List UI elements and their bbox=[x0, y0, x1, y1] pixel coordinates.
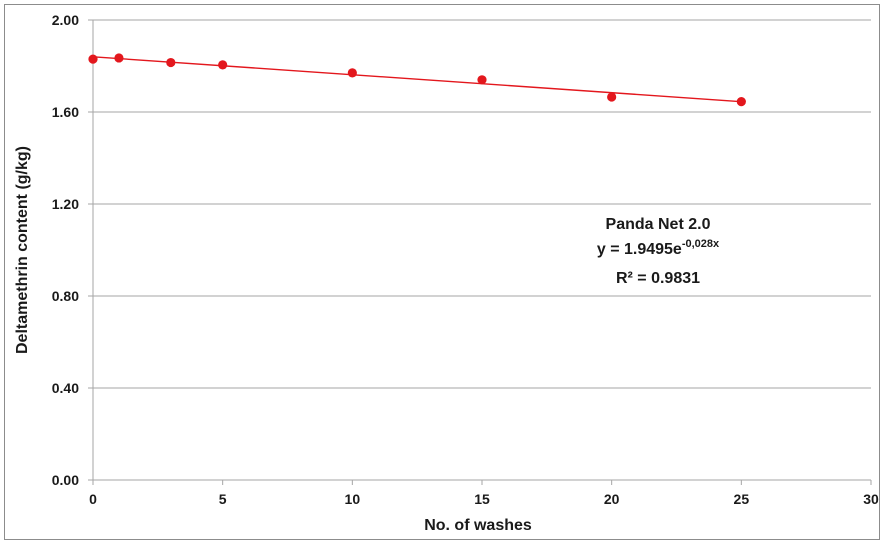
y-tick-label: 0.00 bbox=[52, 472, 79, 488]
gridlines bbox=[93, 19, 871, 389]
data-point bbox=[218, 60, 228, 70]
x-tick-label: 30 bbox=[863, 491, 879, 507]
axes bbox=[92, 20, 871, 481]
y-axis-title: Deltamethrin content (g/kg) bbox=[14, 146, 31, 354]
y-tick-label: 0.40 bbox=[52, 380, 79, 396]
x-tick-label: 5 bbox=[219, 491, 227, 507]
data-point bbox=[477, 75, 487, 85]
trendline-group bbox=[92, 56, 742, 103]
x-tick-label: 20 bbox=[604, 491, 620, 507]
data-point bbox=[736, 97, 746, 107]
equation-annotation: Panda Net 2.0 y = 1.9495e-0,028x R² = 0.… bbox=[597, 216, 720, 287]
y-tick-label: 1.20 bbox=[52, 196, 79, 212]
data-point bbox=[166, 57, 176, 68]
data-points bbox=[88, 53, 746, 107]
equation-exponent: -0,028x bbox=[682, 238, 720, 250]
x-tick-label: 15 bbox=[474, 491, 490, 507]
chart-frame bbox=[4, 4, 880, 540]
series-name-label: Panda Net 2.0 bbox=[606, 216, 711, 233]
y-tick-labels: 0.00 0.40 0.80 1.20 1.60 2.00 bbox=[52, 12, 93, 488]
data-point bbox=[607, 92, 617, 102]
x-tick-label: 25 bbox=[734, 491, 750, 507]
y-tick-label: 0.80 bbox=[52, 288, 79, 304]
r-squared-label: R² = 0.9831 bbox=[616, 270, 700, 287]
y-tick-label: 1.60 bbox=[52, 104, 79, 120]
equation-label: y = 1.9495e-0,028x bbox=[597, 238, 720, 258]
trendline bbox=[92, 56, 742, 103]
equation-base: y = 1.9495e bbox=[597, 241, 682, 258]
data-point bbox=[114, 53, 124, 63]
y-tick-label: 2.00 bbox=[52, 12, 79, 28]
x-tick-labels: 0 5 10 15 20 25 30 bbox=[89, 480, 879, 507]
x-axis-title: No. of washes bbox=[424, 517, 532, 534]
data-point bbox=[347, 68, 357, 78]
data-point bbox=[88, 54, 98, 64]
x-tick-label: 0 bbox=[89, 491, 97, 507]
x-tick-label: 10 bbox=[345, 491, 361, 507]
